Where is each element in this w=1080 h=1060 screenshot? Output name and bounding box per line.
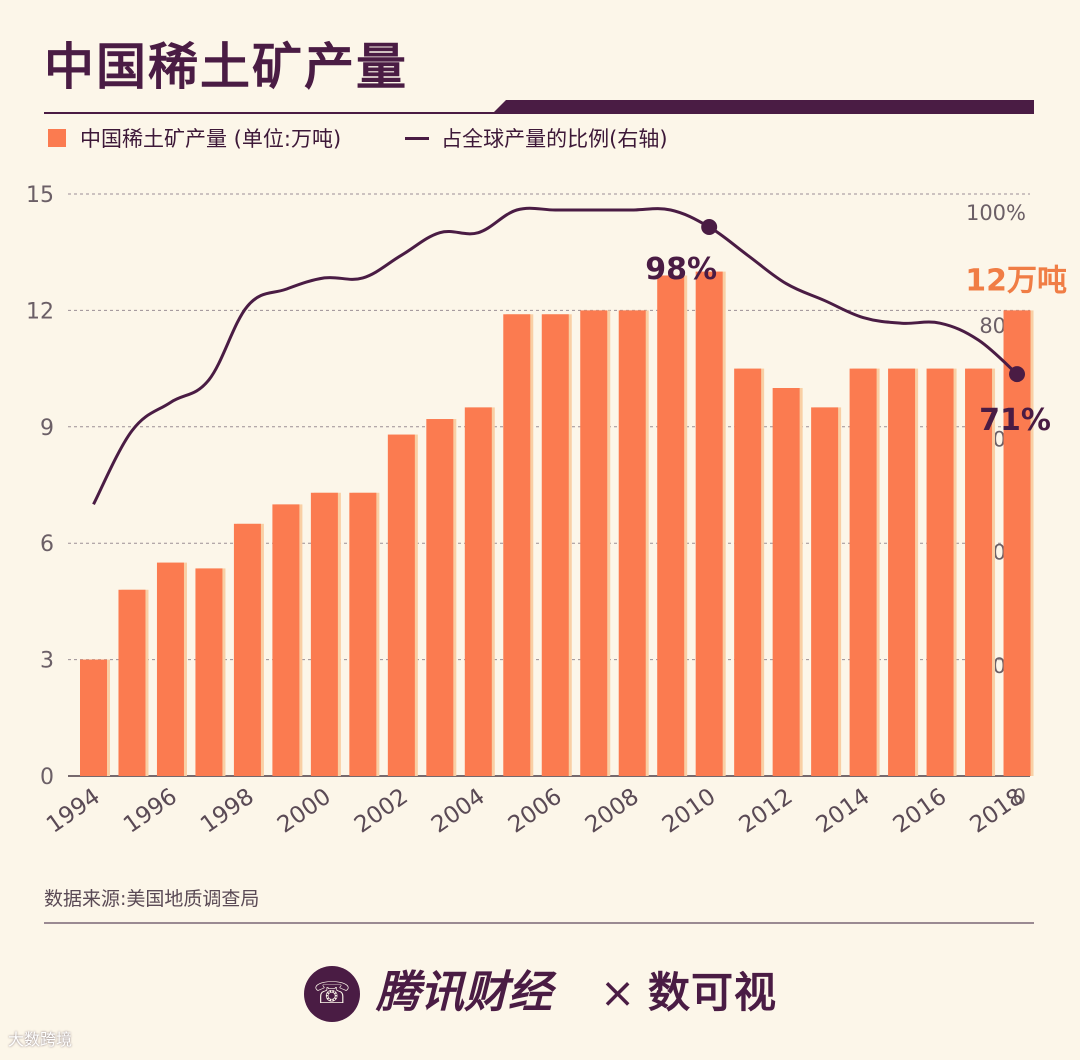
bar (618, 310, 646, 776)
bar (156, 562, 184, 776)
source-note: 数据来源:美国地质调查局 (44, 888, 260, 910)
bar (580, 310, 608, 776)
bar (310, 492, 338, 776)
bar (734, 368, 762, 776)
latest-output-label: 12万吨 (965, 263, 1067, 298)
y-left-tick-label: 15 (26, 183, 54, 208)
bar (811, 407, 839, 776)
times-sign: × (600, 968, 636, 1017)
bar (387, 434, 415, 776)
bar (118, 589, 146, 776)
x-tick-label: 1994 (42, 784, 105, 839)
bar (349, 492, 377, 776)
bar (195, 568, 223, 776)
bar (888, 368, 916, 776)
bar (772, 388, 800, 776)
bar (695, 271, 723, 776)
brand-name: 腾讯财经 (376, 967, 552, 1018)
y-left-tick-label: 0 (40, 765, 54, 790)
bar (965, 368, 993, 776)
bar (926, 368, 954, 776)
bar (541, 314, 569, 776)
legend-line-swatch (405, 136, 430, 140)
bar (233, 523, 261, 776)
legend-bar-swatch (48, 129, 66, 147)
latest-marker (1009, 366, 1026, 383)
bar (272, 504, 300, 776)
x-tick-label: 2004 (427, 784, 490, 839)
y-left-tick-label: 3 (40, 649, 54, 674)
partner-logo: 数可视 (648, 968, 778, 1017)
latest-share-label: 71% (979, 403, 1051, 438)
y-left-tick-label: 6 (40, 532, 54, 557)
bar (1003, 310, 1031, 776)
title-accent-bar (492, 100, 1034, 114)
x-tick-label: 1996 (119, 784, 182, 839)
x-tick-label: 2014 (812, 784, 875, 839)
share-line (92, 206, 1019, 506)
x-tick-label: 2006 (504, 784, 567, 839)
x-tick-label: 2012 (735, 784, 798, 839)
y-right-tick-label: 0 (1013, 785, 1026, 809)
x-tick-label: 2002 (350, 784, 413, 839)
x-tick-label: 2018 (966, 784, 1029, 839)
footer: ☏ 腾讯财经 × 数可视 (0, 960, 1080, 1030)
x-tick-label: 2016 (889, 784, 952, 839)
tencent-logo-icon: ☏ (304, 966, 360, 1022)
x-tick-label: 2008 (581, 784, 644, 839)
x-tick-label: 1998 (196, 784, 259, 839)
y-left-tick-label: 9 (40, 416, 54, 441)
bar (657, 275, 685, 776)
legend-bar-label: 中国稀土矿产量 (单位:万吨) (80, 127, 342, 151)
legend-line-label: 占全球产量的比例(右轴) (441, 127, 668, 151)
bar (426, 419, 454, 776)
x-tick-label: 2010 (658, 784, 721, 839)
peak-share-label: 98% (645, 252, 717, 287)
bar (464, 407, 492, 776)
peak-marker (701, 218, 718, 235)
watermark: 大数跨境 (8, 1030, 73, 1049)
bar (80, 659, 107, 776)
bar (849, 368, 877, 776)
x-tick-label: 2000 (273, 784, 336, 839)
footer-divider (44, 922, 1034, 924)
y-left-tick-label: 12 (26, 299, 54, 324)
legend: 中国稀土矿产量 (单位:万吨) 占全球产量的比例(右轴) (48, 124, 668, 152)
chart-title: 中国稀土矿产量 (44, 38, 408, 96)
y-right-tick-label: 100% (966, 201, 1026, 225)
bar (503, 314, 531, 776)
